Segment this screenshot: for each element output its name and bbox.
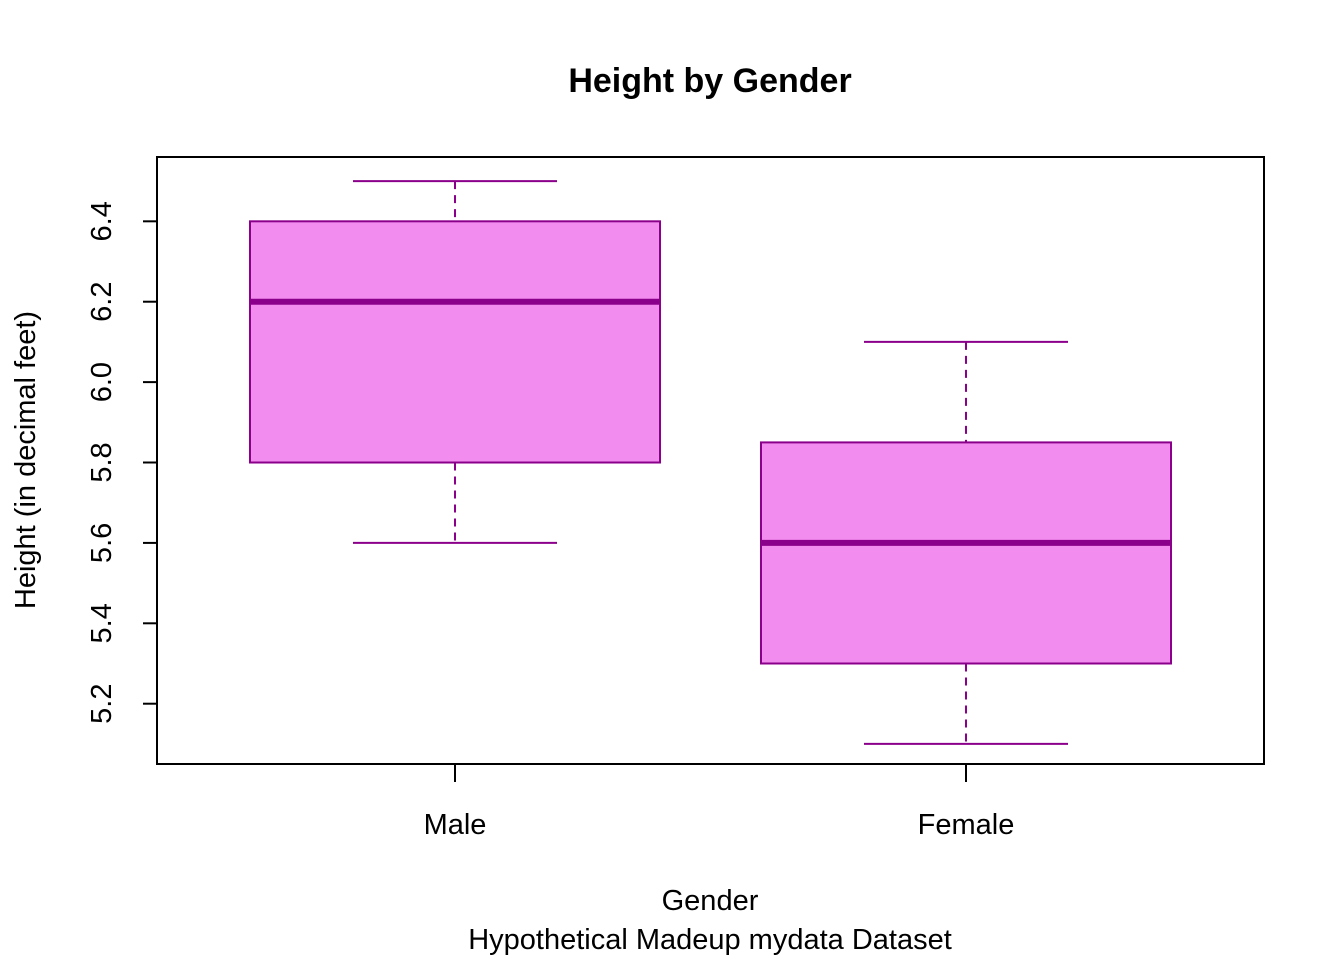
chart-title: Height by Gender [568, 62, 851, 100]
x-tick-label: Male [424, 809, 487, 841]
plot-area: 5.2 5.4 5.6 5.8 6.0 6.2 6.4 Male Female [86, 156, 1265, 841]
x-axis-label: Gender [662, 885, 759, 917]
y-tick-label: 6.0 [86, 362, 118, 402]
y-tick-label: 6.4 [86, 201, 118, 241]
y-tick-label: 6.2 [86, 282, 118, 322]
y-tick-label: 5.4 [86, 603, 118, 643]
chart-subtitle: Hypothetical Madeup mydata Dataset [468, 924, 952, 956]
y-tick-label: 5.2 [86, 684, 118, 724]
y-tick-label: 5.8 [86, 442, 118, 482]
y-axis-label: Height (in decimal feet) [10, 311, 42, 609]
y-tick-label: 5.6 [86, 523, 118, 563]
plot-frame [156, 156, 1265, 765]
box-male [249, 220, 661, 464]
x-tick-label: Female [918, 809, 1015, 841]
box-female [760, 441, 1172, 665]
